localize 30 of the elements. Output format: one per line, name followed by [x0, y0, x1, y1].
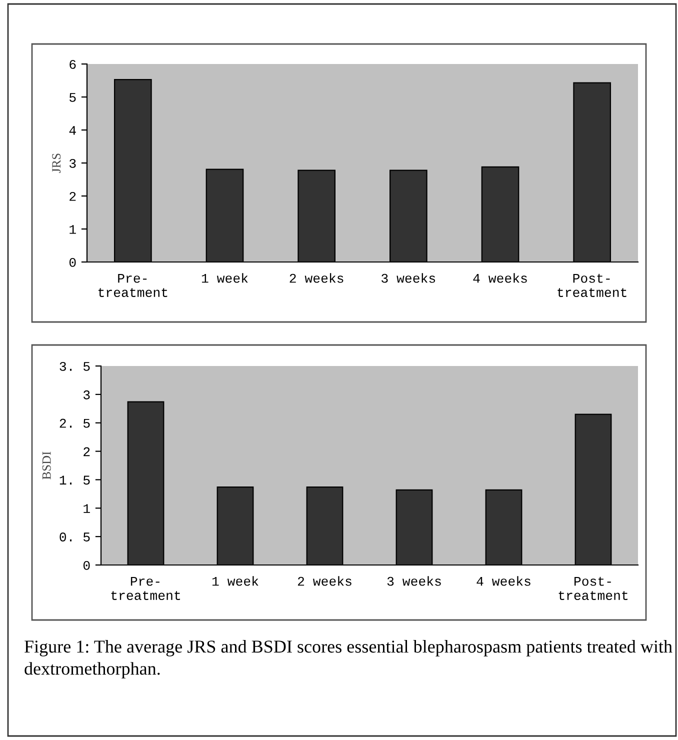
x-tick-label: Pre- treatment — [98, 274, 168, 298]
y-tick-label: 1 — [84, 504, 90, 513]
x-tick-label: 4 weeks — [476, 576, 530, 586]
y-tick-label: 4 — [69, 126, 76, 135]
y-tick-label: 2 — [70, 192, 76, 201]
y-tick-label: 3. 5 — [60, 362, 90, 371]
caption: Figure 1: The average JRS and BSDI scores essential blepharospasm patients treated with dextromethorphan. — [24, 640, 672, 678]
y-tick-label: 2 — [84, 447, 90, 456]
x-tick-label: 2 weeks — [298, 576, 352, 586]
y-tick-label: 0 — [83, 560, 90, 570]
y-tick-label: 6 — [70, 60, 76, 69]
x-tick-label: 3 weeks — [382, 273, 436, 283]
x-tick-label: Pre- treatment — [111, 576, 180, 600]
x-tick-label: 2 weeks — [290, 273, 344, 283]
x-tick-label: 1 week — [202, 273, 248, 283]
y-tick-label: 1 — [70, 225, 76, 234]
y-tick-label: 0. 5 — [60, 532, 90, 542]
y-tick-label: 5 — [69, 93, 76, 102]
x-tick-label: 3 weeks — [387, 576, 441, 586]
x-tick-label: 1 week — [212, 576, 258, 586]
y-tick-label: 3 — [83, 390, 90, 400]
y-tick-label: 0 — [69, 258, 76, 267]
y-axis-title: JRS — [52, 154, 61, 173]
y-tick-label: 3 — [69, 158, 76, 168]
x-tick-label: Post- treatment — [558, 576, 628, 600]
y-tick-label: 2. 5 — [60, 418, 90, 428]
x-tick-label: Post- treatment — [558, 274, 626, 298]
x-tick-label: 4 weeks — [473, 273, 527, 283]
y-axis-title: BSDI — [42, 452, 51, 480]
y-tick-label: 1. 5 — [60, 476, 90, 485]
